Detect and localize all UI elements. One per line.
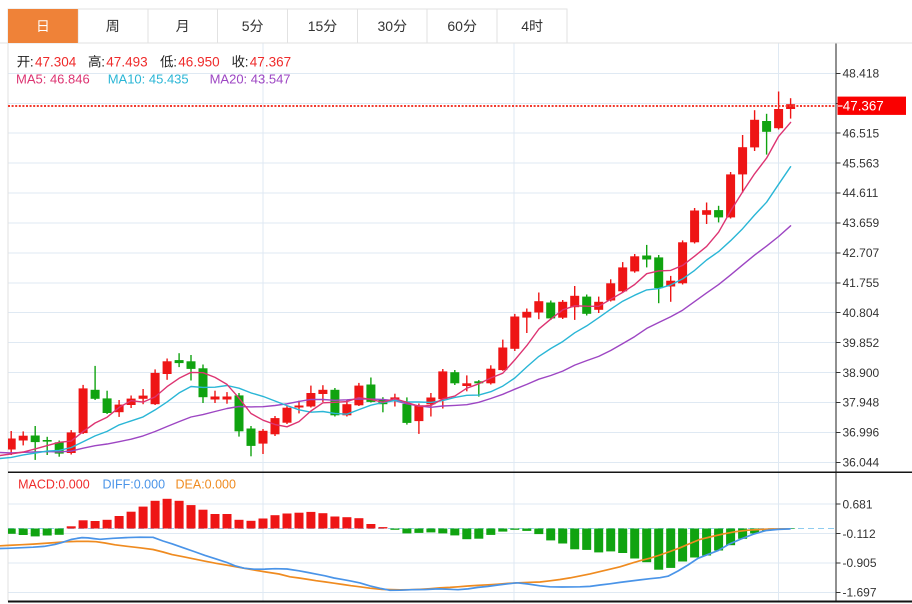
- svg-text:MA20: 43.547: MA20: 43.547: [210, 72, 291, 87]
- svg-text:47.367: 47.367: [843, 98, 884, 113]
- svg-text:47.304: 47.304: [35, 54, 77, 69]
- svg-text:DIFF:0.000: DIFF:0.000: [103, 478, 166, 492]
- svg-text:39.852: 39.852: [843, 336, 880, 350]
- svg-text:-0.905: -0.905: [843, 556, 877, 570]
- svg-text:46.950: 46.950: [178, 54, 219, 69]
- svg-text:60: 60: [447, 18, 463, 34]
- svg-text:MA5: 46.846: MA5: 46.846: [16, 72, 90, 87]
- svg-text:38.900: 38.900: [843, 366, 880, 380]
- svg-text:41.755: 41.755: [843, 276, 880, 290]
- svg-text::: :: [245, 54, 249, 69]
- svg-text::: :: [30, 54, 34, 69]
- svg-text:43.659: 43.659: [843, 216, 880, 230]
- svg-text:4: 4: [521, 18, 529, 34]
- svg-text:MA10: 45.435: MA10: 45.435: [108, 72, 189, 87]
- svg-text:MACD:0.000: MACD:0.000: [18, 478, 90, 492]
- svg-text:5: 5: [242, 18, 250, 34]
- svg-text:36.996: 36.996: [843, 426, 880, 440]
- svg-text:-0.112: -0.112: [843, 527, 876, 541]
- svg-text:44.611: 44.611: [843, 186, 879, 200]
- svg-text:-1.697: -1.697: [843, 586, 877, 600]
- svg-text:37.948: 37.948: [843, 396, 880, 410]
- svg-text:42.707: 42.707: [843, 246, 880, 260]
- svg-text:45.563: 45.563: [843, 156, 880, 170]
- svg-text:0.681: 0.681: [843, 497, 873, 511]
- svg-text:DEA:0.000: DEA:0.000: [176, 478, 237, 492]
- svg-text:36.044: 36.044: [843, 456, 880, 470]
- svg-text:46.515: 46.515: [843, 126, 880, 140]
- svg-text:48.418: 48.418: [843, 67, 880, 81]
- svg-text::: :: [101, 54, 105, 69]
- svg-text:40.804: 40.804: [843, 306, 880, 320]
- svg-text:30: 30: [378, 18, 394, 34]
- svg-text:47.367: 47.367: [250, 54, 291, 69]
- svg-text:47.493: 47.493: [106, 54, 147, 69]
- svg-text:15: 15: [308, 18, 324, 34]
- svg-text::: :: [173, 54, 177, 69]
